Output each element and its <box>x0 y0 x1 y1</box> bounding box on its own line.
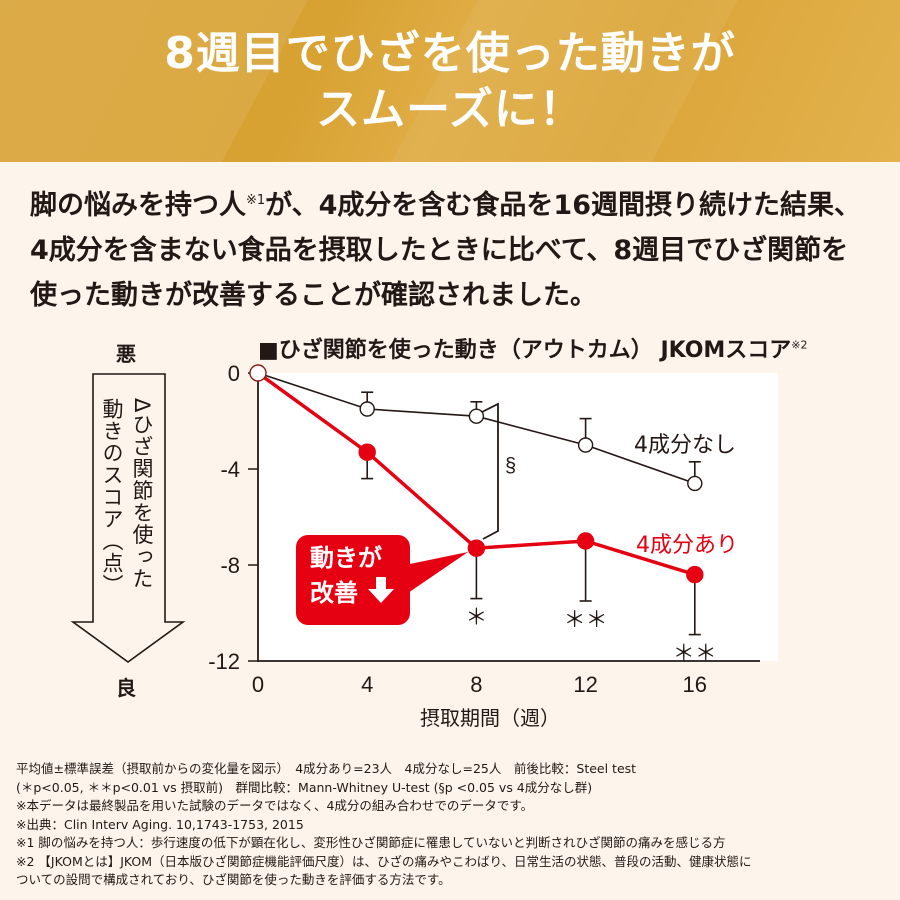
x-tick-label: 16 <box>683 672 707 697</box>
hero-title: 8週目でひざを使った動きが スムーズに！ <box>0 26 900 138</box>
data-point <box>358 443 376 461</box>
significance-bracket <box>481 402 499 540</box>
data-point <box>686 565 704 584</box>
y-tick-label: -8 <box>220 553 240 578</box>
x-tick-labels: 0 4 8 12 16 <box>252 672 707 697</box>
series-with <box>249 364 704 636</box>
y-tick-label: 0 <box>228 361 240 386</box>
y-tick-labels: 0 -4 -8 -12 <box>208 361 240 674</box>
footnote: ※出典：Clin Interv Aging. 10,1743-1753, 201… <box>16 816 304 832</box>
intro-line1: 脚の悩みを持つ人※1が、4成分を含む食品を16週間摂り続けた結果、 <box>30 178 880 228</box>
footnotes: 平均値±標準誤差（摂取前からの変化量を図示） 4成分あり=23人 4成分なし=2… <box>16 760 896 890</box>
x-tick-label: 8 <box>470 672 482 697</box>
intro-text: 脚の悩みを持つ人※1が、4成分を含む食品を16週間摂り続けた結果、 4成分を含ま… <box>30 178 880 318</box>
y-axis-label-col1: Δひざ関節を使った <box>130 398 154 590</box>
data-point <box>359 401 375 417</box>
chart-title: ■ひざ関節を使った動き（アウトカム） JKOMスコア※2 <box>258 332 808 364</box>
footnote-ref-1: ※1 <box>246 193 266 208</box>
x-tick-label: 12 <box>573 672 597 697</box>
legend-without: 4成分なし <box>634 433 736 458</box>
improvement-callout: 動きが 改善 <box>296 535 410 625</box>
section-mark: § <box>505 455 516 477</box>
data-point <box>687 475 703 492</box>
significance-mark: ＊＊ <box>673 641 717 666</box>
data-point <box>467 539 486 557</box>
data-point <box>468 408 485 424</box>
intro-line1-b: が、4成分を含む食品を16週間摂り続けた結果、 <box>265 190 861 221</box>
hero-title-line1: 8週目でひざを使った動きが <box>164 28 736 79</box>
intro-line2: 4成分を含まない食品を摂取したときに比べて、8週目でひざ関節を <box>30 235 849 266</box>
data-point <box>249 364 267 382</box>
y-tick-label: -4 <box>220 457 240 482</box>
x-tick-label: 0 <box>252 672 264 697</box>
y-ticks <box>248 372 258 662</box>
y-tick-label: -12 <box>208 649 240 674</box>
direction-arrow-icon <box>70 373 186 663</box>
footnote: ※1 脚の悩みを持つ人：歩行速度の低下が顕在化し、変形性ひざ関節症に罹患していな… <box>16 835 726 850</box>
data-point <box>576 532 595 550</box>
y-axis-label-col2: 動きのスコア（点） <box>100 398 124 596</box>
hero-title-line2: スムーズに！ <box>316 84 584 135</box>
callout-line1: 動きが <box>310 544 382 572</box>
footnote: ※本データは最終製品を用いた試験のデータではなく、4成分の組み合わせでのデータで… <box>16 798 534 813</box>
hero-banner: 8週目でひざを使った動きが スムーズに！ <box>0 0 900 162</box>
footnote: (＊p<0.05, ＊＊p<0.01 vs 摂取前) 群間比較：Mann-Whi… <box>16 779 593 795</box>
arrow-down-icon <box>368 577 395 603</box>
footnote: 平均値±標準誤差（摂取前からの変化量を図示） 4成分あり=23人 4成分なし=2… <box>16 761 637 776</box>
callout-line2: 改善 <box>310 575 410 610</box>
y-direction-good: 良 <box>116 676 136 700</box>
intro-line3: 使った動きが改善することが確認されました。 <box>30 280 597 311</box>
series-line <box>257 372 696 485</box>
y-direction-bad: 悪 <box>116 342 136 366</box>
x-tick-label: 4 <box>361 672 373 697</box>
x-axis-label: 摂取期間（週） <box>420 706 560 730</box>
footnote-ref-2: ※2 <box>791 338 808 352</box>
callout-tail <box>405 552 468 595</box>
footnote: ついての設問で構成されており、ひざ関節を使った動きを評価する方法です。 <box>16 872 451 887</box>
significance-mark: ＊＊ <box>564 607 608 632</box>
callout-line2-text: 改善 <box>310 579 358 607</box>
data-point <box>577 437 594 453</box>
footnote: ※2 【JKOMとは】JKOM（日本版ひざ関節症機能評価尺度）は、ひざの痛みやこ… <box>16 853 752 869</box>
legend-with: 4成分あり <box>636 533 738 558</box>
intro-line1-a: 脚の悩みを持つ人 <box>30 190 246 221</box>
series-layer: ＊＊＊＊＊ <box>249 364 717 666</box>
chart-title-text: ■ひざ関節を使った動き（アウトカム） JKOMスコア <box>258 338 792 363</box>
significance-mark: ＊ <box>465 605 487 630</box>
